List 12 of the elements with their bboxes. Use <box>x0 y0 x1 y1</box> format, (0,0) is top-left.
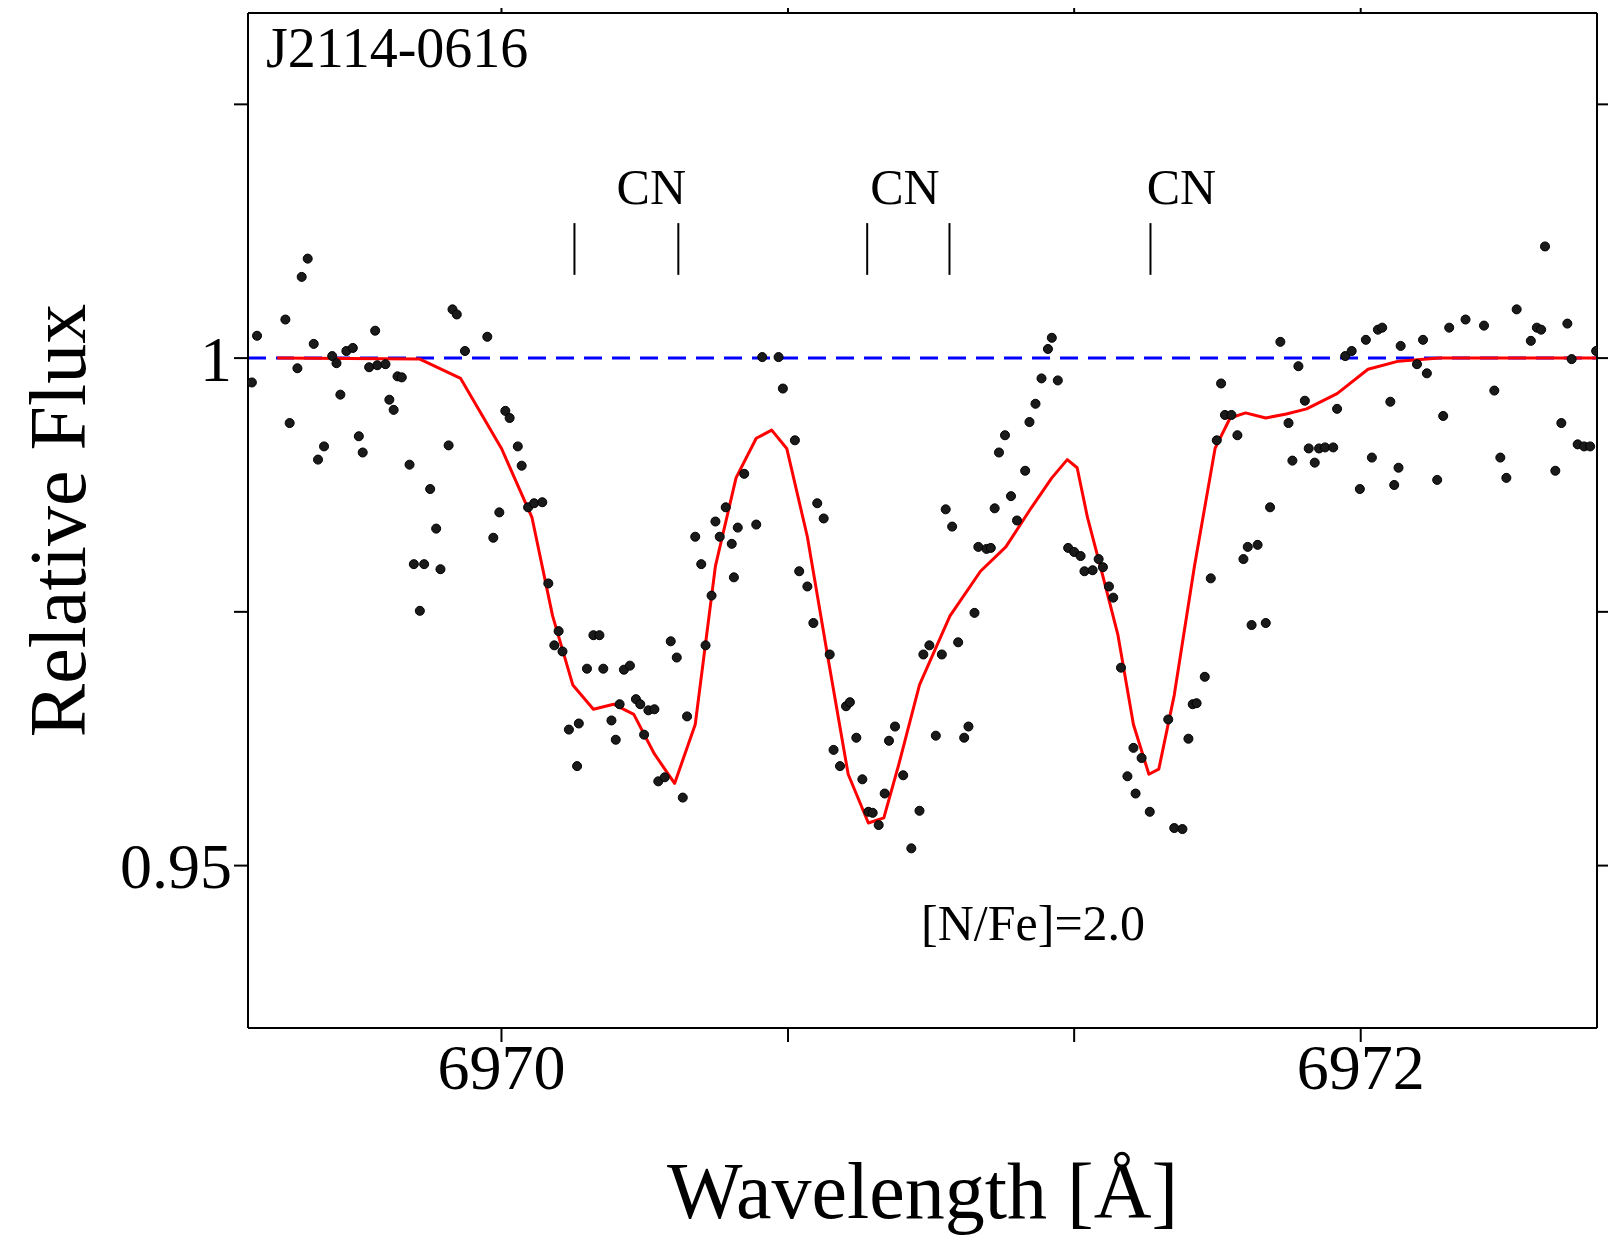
x-tick-label: 6972 <box>1296 1032 1425 1104</box>
y-tick-label: 0.95 <box>120 831 232 903</box>
annotation: CN <box>616 158 687 215</box>
line-series <box>275 356 1597 825</box>
annotation: [N/Fe]=2.0 <box>921 895 1146 952</box>
x-tick-label: 6970 <box>437 1032 566 1104</box>
x-axis-title: Wavelength [Å] <box>666 1147 1179 1235</box>
annotation: CN <box>870 158 940 215</box>
y-tick-label: 1 <box>200 323 232 395</box>
annotation: CN <box>1146 158 1217 215</box>
chart-title: J2114-0616 <box>266 17 529 80</box>
y-axis-title: Relative Flux <box>14 303 102 738</box>
